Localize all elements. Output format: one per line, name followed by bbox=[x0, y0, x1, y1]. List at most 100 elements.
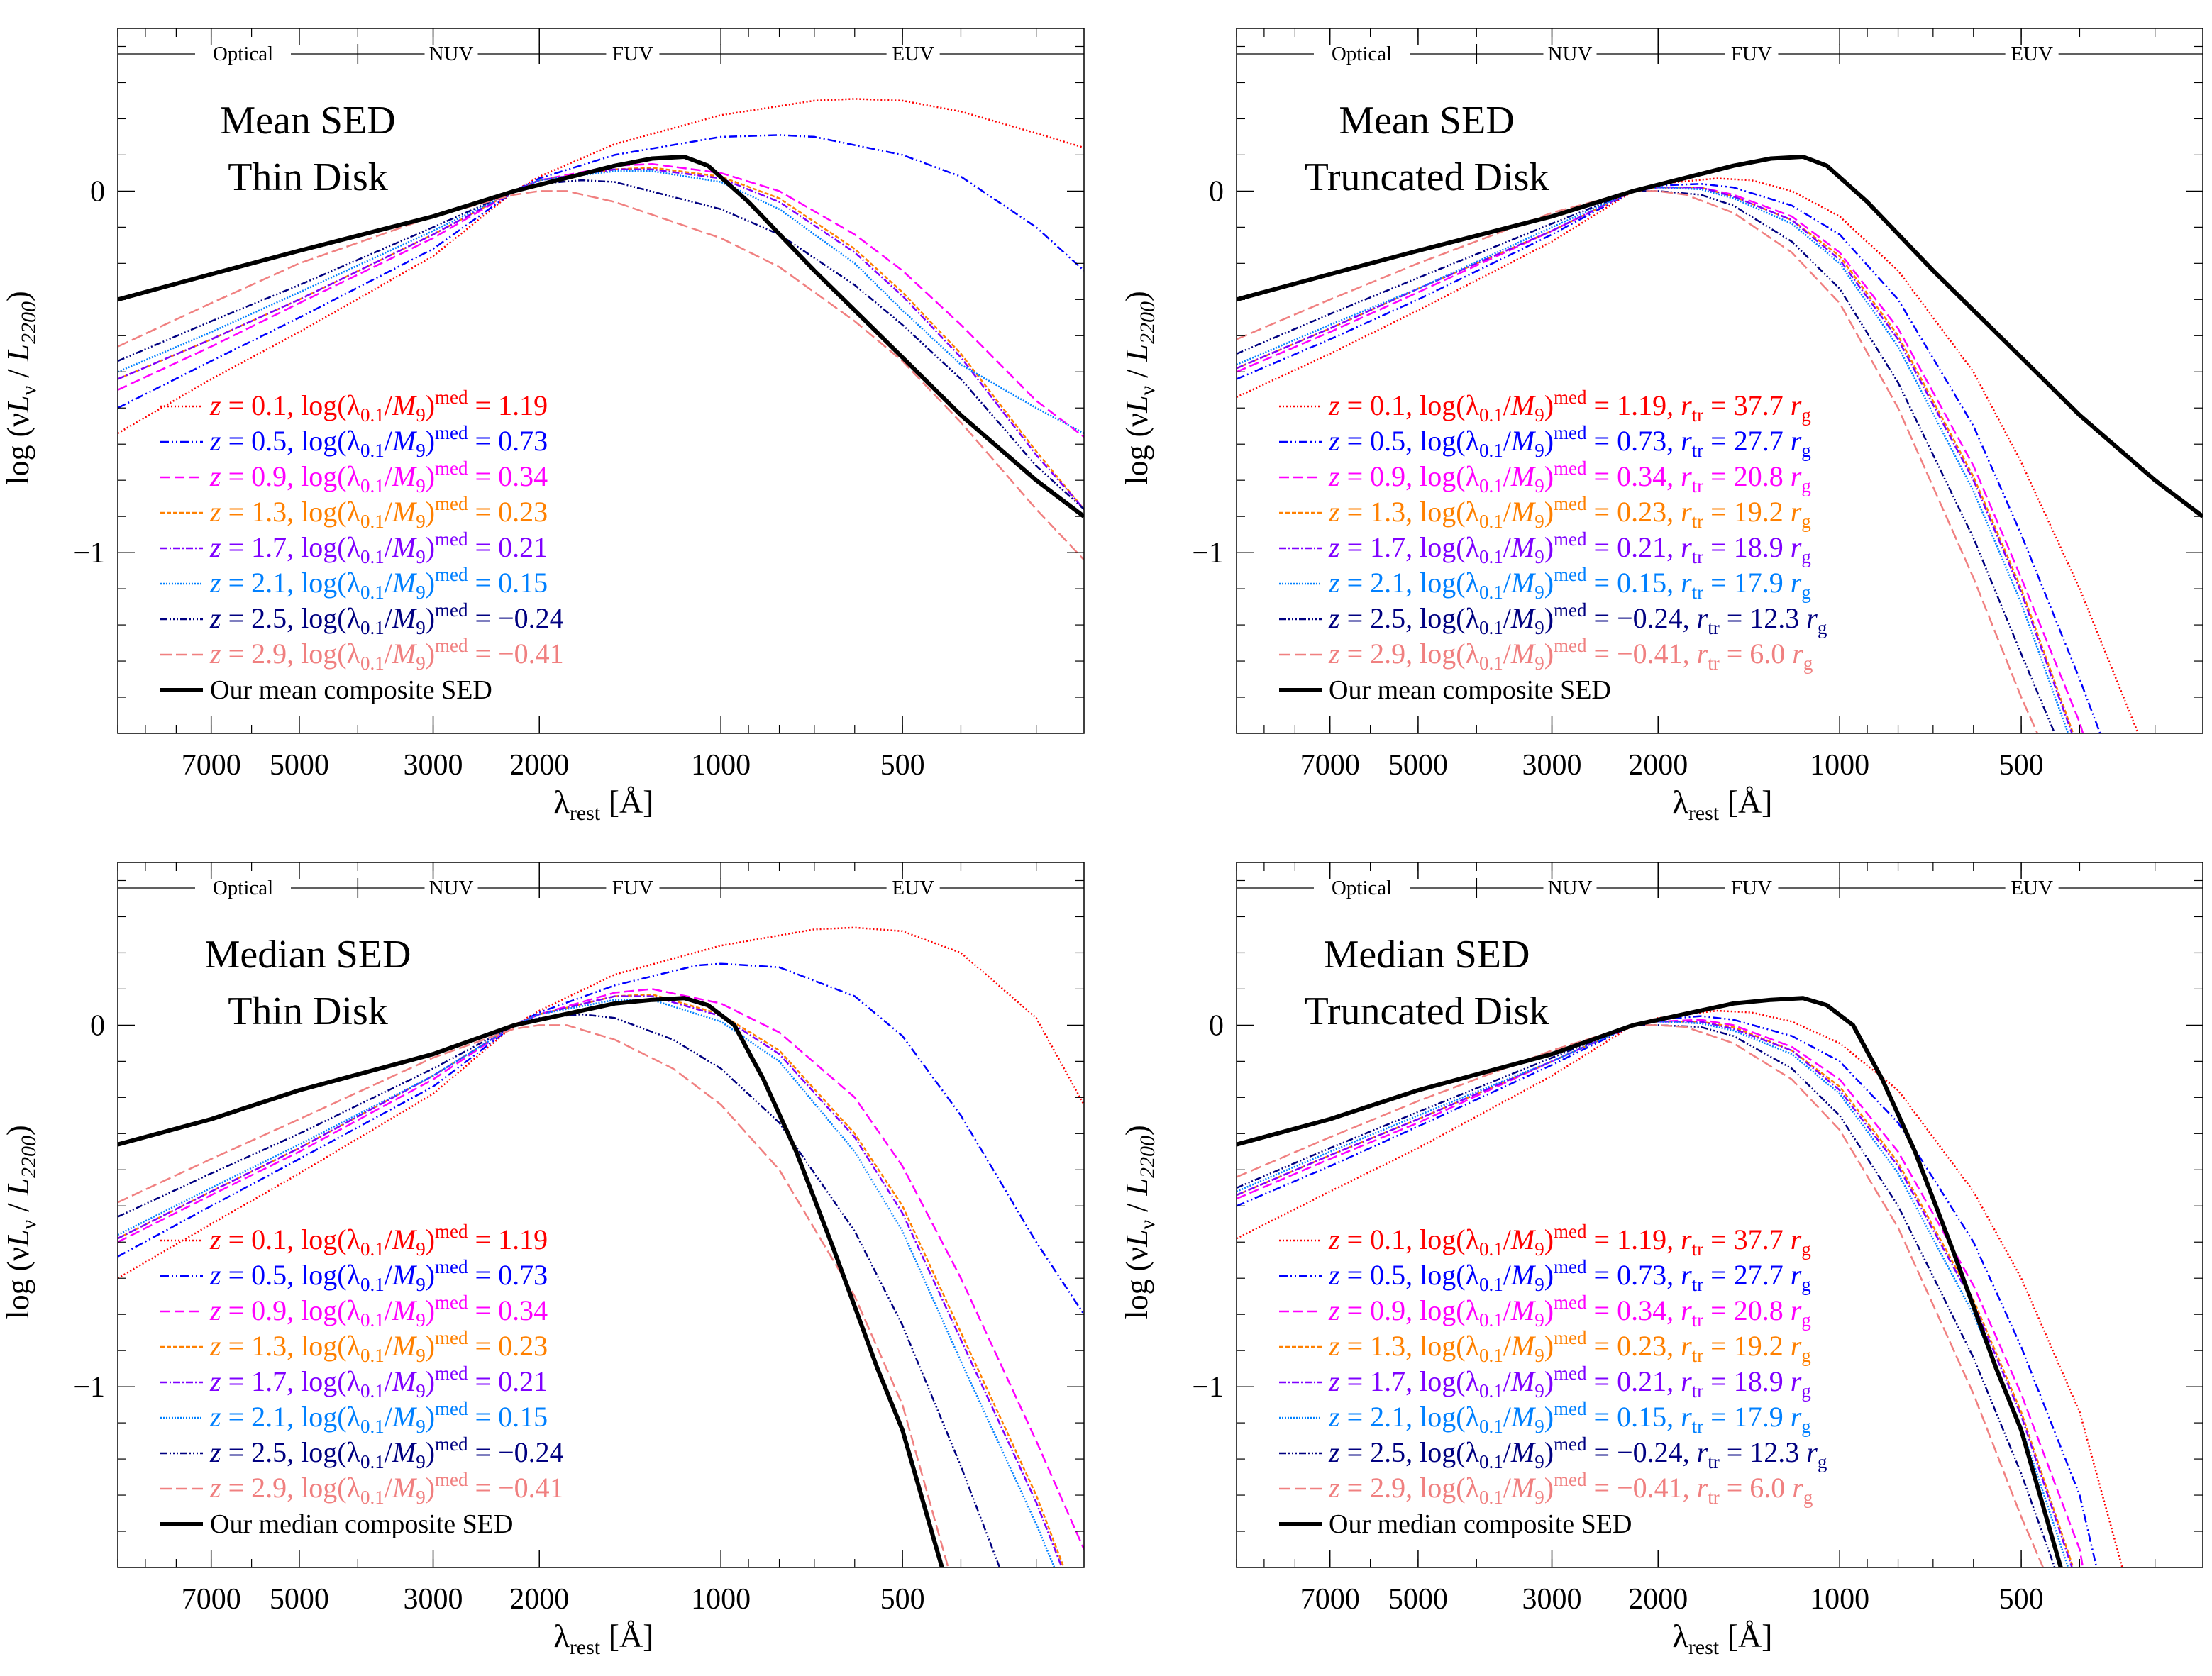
series-line-z2p9 bbox=[118, 190, 1084, 561]
x-tick-label: 5000 bbox=[270, 1583, 329, 1616]
x-tick-label: 7000 bbox=[182, 749, 241, 782]
legend-entry: Our median composite SED bbox=[210, 1509, 513, 1539]
legend-entry: z = 2.9, log(λ0.1/M9)med = −0.41, rtr = … bbox=[1328, 635, 1813, 674]
legend-entry: z = 2.5, log(λ0.1/M9)med = −0.24 bbox=[209, 1433, 564, 1472]
panel-subtitle: Thin Disk bbox=[228, 989, 388, 1033]
legend-entry: z = 0.9, log(λ0.1/M9)med = 0.34 bbox=[209, 1292, 548, 1331]
panel-subtitle: Truncated Disk bbox=[1305, 155, 1549, 199]
y-tick-label: 0 bbox=[90, 175, 105, 208]
x-tick-label: 3000 bbox=[404, 749, 463, 782]
x-tick-label: 7000 bbox=[1300, 749, 1360, 782]
x-tick-label: 1000 bbox=[1810, 1583, 1869, 1616]
x-tick-label: 5000 bbox=[1388, 749, 1448, 782]
plot-frame bbox=[117, 862, 1085, 1568]
legend-entry: z = 2.9, log(λ0.1/M9)med = −0.41 bbox=[209, 635, 564, 674]
legend-entry: z = 0.9, log(λ0.1/M9)med = 0.34, rtr = 2… bbox=[1328, 457, 1811, 496]
legend-entry: z = 2.1, log(λ0.1/M9)med = 0.15 bbox=[209, 564, 548, 603]
legend-entry: z = 1.3, log(λ0.1/M9)med = 0.23 bbox=[209, 493, 548, 532]
band-label-fuv: FUV bbox=[612, 877, 653, 899]
y-tick-label: 0 bbox=[1209, 175, 1224, 208]
legend-entry: z = 2.1, log(λ0.1/M9)med = 0.15, rtr = 1… bbox=[1328, 1398, 1811, 1437]
y-tick-label: 0 bbox=[90, 1009, 105, 1042]
series-group bbox=[1237, 155, 2203, 733]
series-line-z2p1 bbox=[1237, 1021, 2069, 1567]
x-tick-label: 2000 bbox=[1628, 749, 1688, 782]
legend-entry: z = 1.7, log(λ0.1/M9)med = 0.21, rtr = 1… bbox=[1328, 1363, 1811, 1402]
series-line-z0p1 bbox=[1237, 177, 2140, 733]
legend-entry: z = 2.9, log(λ0.1/M9)med = −0.41, rtr = … bbox=[1328, 1469, 1813, 1508]
band-label-nuv: NUV bbox=[429, 877, 474, 899]
series-line-z1p3 bbox=[118, 993, 1065, 1567]
panel-title: Mean SED bbox=[1339, 99, 1514, 143]
series-line-z0p5 bbox=[1237, 1015, 2098, 1567]
legend-entry: z = 0.5, log(λ0.1/M9)med = 0.73, rtr = 2… bbox=[1328, 422, 1811, 461]
legend-entry: z = 1.7, log(λ0.1/M9)med = 0.21 bbox=[209, 1363, 548, 1402]
x-tick-label: 500 bbox=[1999, 1583, 2044, 1616]
series-line-z1p7 bbox=[118, 995, 1063, 1567]
x-tick-label: 1000 bbox=[691, 1583, 751, 1616]
series-line-z2p5 bbox=[118, 1013, 1001, 1567]
series-line-composite bbox=[118, 996, 944, 1567]
series-line-z1p3 bbox=[1237, 187, 2074, 733]
series-line-z0p5 bbox=[118, 962, 1084, 1315]
y-axis-label: log (νLν / L2200) bbox=[1119, 291, 1159, 484]
series-line-z1p3 bbox=[118, 167, 1084, 510]
legend-entry: z = 2.5, log(λ0.1/M9)med = −0.24, rtr = … bbox=[1328, 599, 1827, 638]
legend-entry: z = 1.3, log(λ0.1/M9)med = 0.23, rtr = 1… bbox=[1328, 1327, 1811, 1366]
plot-frame bbox=[1236, 862, 2203, 1568]
series-group bbox=[118, 926, 1084, 1567]
series-line-z0p9 bbox=[118, 162, 1084, 438]
y-tick-label: −1 bbox=[1192, 1371, 1224, 1404]
legend-entry: z = 0.9, log(λ0.1/M9)med = 0.34 bbox=[209, 457, 548, 496]
legend-entry: z = 0.1, log(λ0.1/M9)med = 1.19 bbox=[209, 387, 548, 426]
band-label-optical: Optical bbox=[1332, 877, 1392, 899]
x-tick-label: 3000 bbox=[1522, 1583, 1582, 1616]
x-tick-label: 2000 bbox=[509, 749, 569, 782]
x-tick-label: 3000 bbox=[404, 1583, 463, 1616]
x-axis-label: λrest [Å] bbox=[554, 1618, 654, 1659]
x-tick-label: 2000 bbox=[509, 1583, 569, 1616]
x-tick-label: 5000 bbox=[1388, 1583, 1448, 1616]
x-axis-label: λrest [Å] bbox=[1673, 784, 1773, 825]
series-line-z0p5 bbox=[1237, 182, 2101, 733]
series-line-z2p5 bbox=[1237, 190, 2056, 733]
legend-entry: z = 2.1, log(λ0.1/M9)med = 0.15 bbox=[209, 1398, 548, 1437]
panel-subtitle: Thin Disk bbox=[228, 155, 388, 199]
x-tick-label: 2000 bbox=[1628, 1583, 1688, 1616]
band-label-euv: EUV bbox=[892, 43, 934, 65]
series-line-z2p9 bbox=[1237, 190, 2039, 733]
series-line-z2p5 bbox=[118, 179, 1084, 510]
band-label-optical: Optical bbox=[213, 43, 273, 65]
legend-entry: z = 1.3, log(λ0.1/M9)med = 0.23 bbox=[209, 1327, 548, 1366]
legend-entry: Our mean composite SED bbox=[210, 675, 492, 705]
y-axis-label: log (νLν / L2200) bbox=[1, 1125, 40, 1319]
band-label-euv: EUV bbox=[2011, 877, 2053, 899]
series-line-z2p9 bbox=[118, 1024, 949, 1567]
band-label-optical: Optical bbox=[1332, 43, 1392, 65]
legend-entry: z = 1.7, log(λ0.1/M9)med = 0.21 bbox=[209, 528, 548, 567]
x-tick-label: 500 bbox=[880, 749, 925, 782]
legend-entry: z = 0.1, log(λ0.1/M9)med = 1.19, rtr = 3… bbox=[1328, 387, 1811, 426]
x-tick-label: 500 bbox=[880, 1583, 925, 1616]
legend-entry: z = 2.5, log(λ0.1/M9)med = −0.24 bbox=[209, 599, 564, 638]
band-label-euv: EUV bbox=[892, 877, 934, 899]
series-group bbox=[118, 98, 1084, 561]
series-line-z2p9 bbox=[1237, 1024, 2045, 1567]
panel-title: Median SED bbox=[1324, 933, 1530, 977]
band-label-nuv: NUV bbox=[1548, 877, 1593, 899]
legend-entry: z = 1.7, log(λ0.1/M9)med = 0.21, rtr = 1… bbox=[1328, 528, 1811, 567]
legend-entry: z = 2.1, log(λ0.1/M9)med = 0.15, rtr = 1… bbox=[1328, 564, 1811, 603]
legend-entry: z = 0.1, log(λ0.1/M9)med = 1.19 bbox=[209, 1221, 548, 1260]
legend-entry: z = 2.5, log(λ0.1/M9)med = −0.24, rtr = … bbox=[1328, 1433, 1827, 1472]
x-tick-label: 5000 bbox=[270, 749, 329, 782]
y-tick-label: −1 bbox=[73, 537, 105, 570]
series-line-composite bbox=[118, 155, 1084, 518]
panel-title: Mean SED bbox=[220, 99, 395, 143]
series-line-composite bbox=[1237, 996, 2063, 1567]
series-line-z0p1 bbox=[118, 926, 1084, 1280]
series-line-z2p1 bbox=[1237, 187, 2069, 733]
y-tick-label: 0 bbox=[1209, 1009, 1224, 1042]
